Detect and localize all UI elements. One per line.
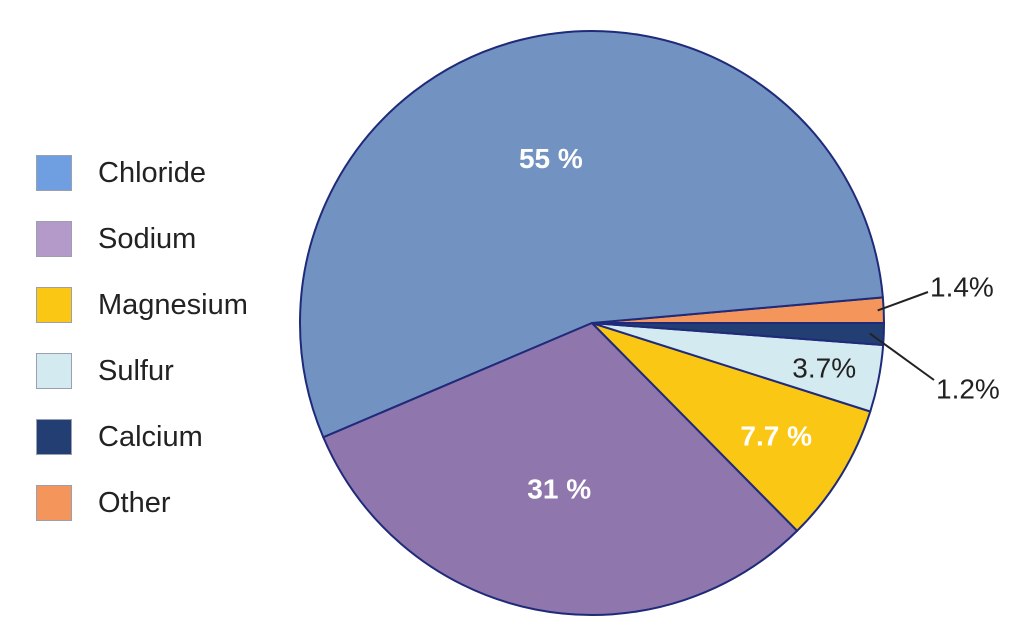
legend-swatch-calcium: [36, 419, 72, 455]
legend-label-magnesium: Magnesium: [98, 288, 248, 321]
data-label-other: 1.4%: [930, 272, 994, 303]
data-label-calcium: 1.2%: [936, 374, 1000, 405]
legend-item-sodium: Sodium: [36, 206, 248, 272]
legend-swatch-magnesium: [36, 287, 72, 323]
legend-label-sulfur: Sulfur: [98, 354, 174, 387]
legend-swatch-chloride: [36, 155, 72, 191]
legend-item-magnesium: Magnesium: [36, 272, 248, 338]
legend-item-calcium: Calcium: [36, 404, 248, 470]
data-label-sulfur: 3.7%: [792, 353, 856, 384]
legend-swatch-other: [36, 485, 72, 521]
data-label-sodium: 31 %: [527, 474, 591, 505]
legend: Chloride Sodium Magnesium Sulfur Calcium Othe…: [36, 140, 248, 536]
legend-item-other: Other: [36, 470, 248, 536]
pie-slice-sodium: [322, 322, 799, 616]
legend-label-other: Other: [98, 486, 171, 519]
legend-item-sulfur: Sulfur: [36, 338, 248, 404]
legend-label-calcium: Calcium: [98, 420, 203, 453]
leader-line-other: [877, 291, 929, 312]
legend-swatch-sodium: [36, 221, 72, 257]
pie-slice-chloride: [299, 30, 884, 439]
legend-label-sodium: Sodium: [98, 222, 197, 255]
legend-label-chloride: Chloride: [98, 156, 206, 189]
data-label-magnesium: 7.7 %: [740, 420, 812, 451]
leader-line-calcium: [869, 332, 935, 381]
pie-slice-calcium: [591, 322, 885, 346]
legend-swatch-sulfur: [36, 353, 72, 389]
data-label-chloride: 55 %: [519, 143, 583, 174]
pie-slice-magnesium: [591, 322, 872, 532]
legend-item-chloride: Chloride: [36, 140, 248, 206]
